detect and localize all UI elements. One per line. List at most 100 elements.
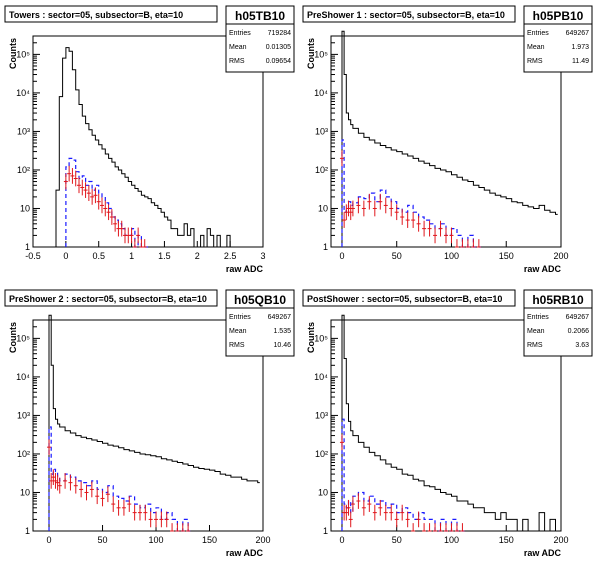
y-tick-label: 10² [315, 165, 328, 175]
chart-preshower-2: 1 10 10² 10³ 10⁴ 10⁵ 0 50 100 150 200 PreShower 2 :… [4, 289, 295, 558]
y-tick-label: 1 [25, 242, 30, 252]
y-tick-label: 10 [318, 203, 328, 213]
y-tick-label: 10³ [17, 410, 30, 420]
x-tick-label: 0 [47, 535, 52, 545]
y-tick-label: 10³ [17, 126, 30, 136]
chart-preshower-1: 1 10 10² 10³ 10⁴ 10⁵ 0 50 100 150 200 PreShower 1 :… [302, 5, 593, 274]
x-tick-label: 100 [444, 535, 459, 545]
stats-label: Mean [229, 44, 247, 51]
chart-title: Towers : sector=05, subsector=B, eta=10 [9, 10, 183, 20]
y-tick-label: 10² [315, 449, 328, 459]
chart-title: PreShower 1 : sector=05, subsector=B, et… [307, 10, 505, 20]
stats-frame [523, 5, 593, 73]
x-axis-label: raw ADC [524, 548, 562, 558]
x-axis-label: raw ADC [524, 264, 562, 274]
black-histogram [339, 30, 558, 248]
y-tick-label: 10 [20, 487, 30, 497]
stats-label: Mean [527, 44, 545, 51]
title-frame [302, 289, 516, 307]
stats-value: 719284 [268, 30, 291, 37]
y-tick-label: 10⁴ [16, 372, 30, 382]
x-tick-label: 50 [392, 251, 402, 261]
chart-title: PreShower 2 : sector=05, subsector=B, et… [9, 294, 207, 304]
stats-value: 10.46 [273, 342, 291, 349]
stats-box: h05QB10 Entries 649267 Mean 1.535 RMS 10.46 [225, 289, 295, 357]
y-axis-label: Counts [8, 322, 18, 353]
y-axis-label: Counts [306, 38, 316, 69]
y-tick-label: 10² [17, 165, 30, 175]
x-tick-label: 0.5 [92, 251, 105, 261]
stats-box: h05RB10 Entries 649267 Mean 0.2066 RMS 3.63 [523, 289, 593, 357]
stats-label: Entries [527, 314, 549, 321]
stats-label: RMS [229, 58, 245, 65]
x-tick-label: 100 [444, 251, 459, 261]
title-frame [4, 5, 218, 23]
stats-frame [225, 289, 295, 357]
x-tick-label: 3 [260, 251, 265, 261]
x-tick-label: 150 [202, 535, 217, 545]
stats-value: 0.2066 [568, 328, 590, 335]
stats-label: Entries [229, 30, 251, 37]
x-axis-label: raw ADC [226, 264, 264, 274]
y-tick-label: 10³ [315, 126, 328, 136]
title-box: PreShower 1 : sector=05, subsector=B, et… [302, 5, 516, 23]
histogram-name: h05TB10 [235, 9, 285, 23]
chart-towers: 1 10 10² 10³ 10⁴ 10⁵ -0.5 0 0.5 1 1.5 2 2.5 3 Towers :… [4, 5, 295, 274]
chart-postshower: 1 10 10² 10³ 10⁴ 10⁵ 0 50 100 150 200 PostShower : … [302, 289, 593, 558]
x-tick-label: 100 [149, 535, 164, 545]
stats-frame [523, 289, 593, 357]
title-box: PostShower : sector=05, subsector=B, eta… [302, 289, 516, 307]
x-tick-label: 150 [499, 251, 514, 261]
y-tick-label: 10⁵ [16, 333, 30, 343]
stats-label: RMS [229, 342, 245, 349]
title-frame [302, 5, 516, 23]
title-box: PreShower 2 : sector=05, subsector=B, et… [4, 289, 218, 307]
stats-value: 649267 [566, 314, 589, 321]
y-tick-label: 10 [318, 487, 328, 497]
x-tick-label: -0.5 [25, 251, 41, 261]
x-tick-label: 0 [339, 535, 344, 545]
stats-value: 1.973 [571, 44, 589, 51]
y-tick-label: 1 [323, 242, 328, 252]
x-tick-label: 1 [129, 251, 134, 261]
stats-value: 0.01305 [266, 44, 291, 51]
y-tick-label: 10⁵ [314, 49, 328, 59]
plot-frame [330, 319, 562, 532]
stats-value: 1.535 [273, 328, 291, 335]
y-tick-label: 1 [25, 526, 30, 536]
y-tick-label: 10 [20, 203, 30, 213]
x-tick-label: 2.5 [224, 251, 237, 261]
stats-value: 3.63 [575, 342, 589, 349]
stats-label: RMS [527, 342, 543, 349]
histogram-name: h05RB10 [532, 293, 584, 307]
y-tick-label: 10⁵ [16, 49, 30, 59]
plot-frame [330, 35, 562, 248]
stats-label: RMS [527, 58, 543, 65]
chart-title: PostShower : sector=05, subsector=B, eta… [307, 294, 502, 304]
title-frame [4, 289, 218, 307]
stats-box: h05PB10 Entries 649267 Mean 1.973 RMS 11.49 [523, 5, 593, 73]
y-tick-label: 10⁵ [314, 333, 328, 343]
x-tick-label: 2 [195, 251, 200, 261]
y-tick-label: 10⁴ [314, 372, 328, 382]
x-tick-label: 0 [339, 251, 344, 261]
stats-box: h05TB10 Entries 719284 Mean 0.01305 RMS 0.0965… [225, 5, 295, 73]
black-histogram [46, 314, 260, 532]
histogram-name: h05QB10 [234, 293, 286, 307]
y-tick-label: 10³ [315, 410, 328, 420]
x-axis-label: raw ADC [226, 548, 264, 558]
x-tick-label: 0 [63, 251, 68, 261]
stats-label: Entries [527, 30, 549, 37]
y-tick-label: 1 [323, 526, 328, 536]
stats-value: 649267 [566, 30, 589, 37]
x-tick-label: 200 [553, 535, 568, 545]
y-axis-label: Counts [8, 38, 18, 69]
stats-value: 0.09654 [266, 58, 291, 65]
histogram-name: h05PB10 [533, 9, 584, 23]
plot-frame [32, 319, 264, 532]
x-tick-label: 1.5 [158, 251, 171, 261]
x-tick-label: 50 [98, 535, 108, 545]
y-axis-label: Counts [306, 322, 316, 353]
x-tick-label: 200 [255, 535, 270, 545]
y-tick-label: 10² [17, 449, 30, 459]
